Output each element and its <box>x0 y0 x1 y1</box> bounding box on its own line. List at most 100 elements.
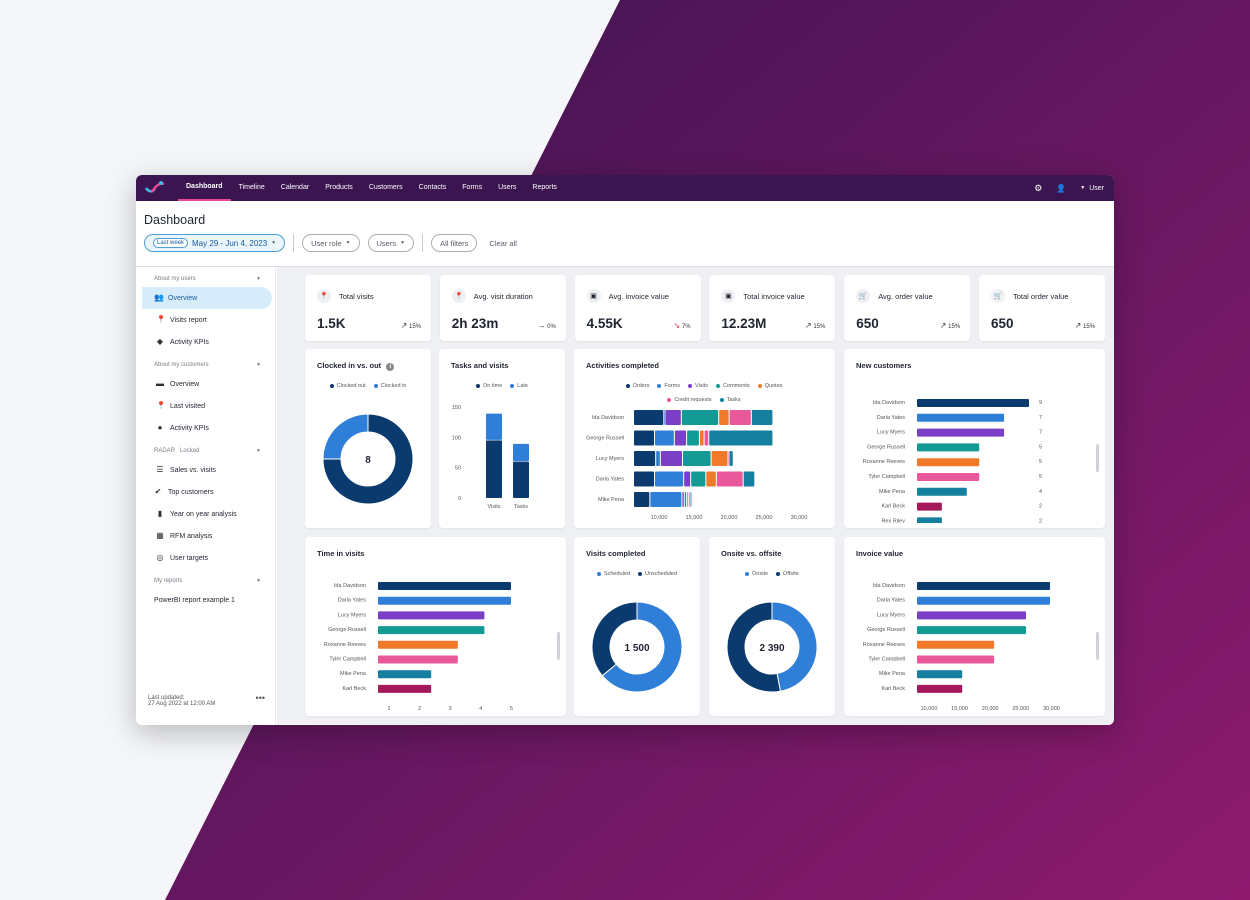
legend-item: Orders <box>625 383 649 389</box>
sidebar-item-label: Year on year analysis <box>170 510 237 518</box>
sidebar-item-year-on-year[interactable]: ▮ Year on year analysis <box>136 503 275 525</box>
visits-completed-card: Visits completed Scheduled Unscheduled 1… <box>574 537 700 716</box>
sidebar-item-powerbi-report[interactable]: PowerBI report example 1 <box>136 589 275 611</box>
nav-forms[interactable]: Forms <box>462 184 483 191</box>
bar <box>378 626 485 635</box>
y-tick-label: Darla Yates <box>877 598 905 604</box>
kpi-card[interactable]: 🛒 Total order value 650 ↗ 15% <box>979 275 1105 341</box>
users-filter[interactable]: Users ▼ <box>367 234 415 252</box>
y-tick-label: Mike Pena <box>879 671 906 677</box>
nav-users[interactable]: Users <box>498 184 517 191</box>
scrollbar[interactable] <box>1096 444 1099 472</box>
sidebar-item-user-targets[interactable]: ◎ User targets <box>136 547 275 569</box>
scrollbar[interactable] <box>557 632 560 660</box>
bar-segment <box>634 471 654 487</box>
sidebar-item-rfm-analysis[interactable]: ▦ RFM analysis <box>136 525 275 547</box>
chevron-down-icon: ▼ <box>256 362 261 368</box>
nav-products[interactable]: Products <box>325 184 353 191</box>
chevron-down-icon: ▼ <box>256 578 261 584</box>
visits-donut-chart: 1 500 <box>591 601 683 693</box>
kpi-title-text: Avg. order value <box>878 291 933 301</box>
y-tick-label: Mike Pena <box>879 489 906 495</box>
donut-slice <box>322 413 369 460</box>
invoice-value-card: Invoice value Ida Davidson Darla Yates Luc… <box>844 537 1105 716</box>
sidebar-item-last-visited[interactable]: 📍 Last visited <box>136 395 275 417</box>
sidebar-item-overview[interactable]: 👥 Overview <box>142 287 272 309</box>
user-menu[interactable]: ▼ User <box>1080 185 1104 192</box>
sidebar-item-sales-vs-visits[interactable]: ☰ Sales vs. visits <box>136 459 275 481</box>
scrollbar[interactable] <box>1096 632 1099 660</box>
nav-calendar[interactable]: Calendar <box>280 184 310 191</box>
y-tick-label: Darla Yates <box>877 415 905 421</box>
bar-segment <box>665 410 681 425</box>
bar-segment <box>691 471 706 487</box>
sidebar-item-customer-overview[interactable]: ▬ Overview <box>136 373 275 395</box>
section-label: My reports <box>154 578 183 584</box>
sidebar-item-customer-activity-kpis[interactable]: ● Activity KPIs <box>136 417 275 439</box>
kpi-card[interactable]: ▣ Total invoice value 12.23M ↗ 15% <box>709 275 836 341</box>
kpi-card[interactable]: ▣ Avg. invoice value 4.55K ↘ 7% <box>574 275 701 341</box>
legend-item: Clocked in <box>373 383 406 389</box>
donut-slice <box>591 601 638 677</box>
section-about-my-users[interactable]: About my users ▼ <box>136 271 275 287</box>
bar-segment <box>743 471 755 487</box>
kpi-delta-value: 15% <box>1082 324 1095 330</box>
nav-contacts[interactable]: Contacts <box>418 184 447 191</box>
sidebar-item-activity-kpis[interactable]: ◆ Activity KPIs <box>136 331 275 353</box>
sidebar-item-visits-report[interactable]: 📍 Visits report <box>136 309 275 331</box>
user-role-filter[interactable]: User role ▼ <box>302 234 360 252</box>
bar <box>378 640 458 649</box>
bar <box>486 413 502 440</box>
y-tick-label: Roxanne Reeves <box>863 642 905 648</box>
kpi-card[interactable]: 🛒 Avg. order value 650 ↗ 15% <box>844 275 971 341</box>
user-switch-icon[interactable]: 👤 <box>1056 183 1067 193</box>
chart-legend: Scheduled Unscheduled <box>578 571 696 577</box>
time-in-visits-bar-chart: Ida Davidson Darla Yates Lucy Myers George … <box>324 582 513 712</box>
onsite-card: Onsite vs. offsite Onsite Offsite 2 390 <box>709 537 835 716</box>
list-icon: ☰ <box>156 465 164 474</box>
nav-timeline[interactable]: Timeline <box>238 184 265 191</box>
more-icon[interactable]: ••• <box>255 693 265 703</box>
kpi-card[interactable]: 📍 Total visits 1.5K ↗ 15% <box>305 275 431 341</box>
x-tick-label: 30,000 <box>1043 706 1060 712</box>
sidebar-item-label: PowerBI report example 1 <box>154 596 235 604</box>
nav-reports[interactable]: Reports <box>532 184 557 191</box>
kpi-delta: ↗ 15% <box>1075 321 1095 330</box>
bar <box>917 502 942 511</box>
app-logo-icon[interactable] <box>144 180 166 196</box>
section-my-reports[interactable]: My reports ▼ <box>136 573 275 589</box>
section-radar[interactable]: RADAR Locked ▼ <box>136 443 275 459</box>
x-tick-label: 15,000 <box>951 706 968 712</box>
bar-segment <box>684 492 687 507</box>
gear-icon[interactable]: ⚙ <box>1034 182 1043 193</box>
sidebar-item-top-customers[interactable]: ✔ Top customers <box>136 481 275 503</box>
sidebar-item-label: RFM analysis <box>170 532 213 540</box>
x-tick-label: Tasks <box>514 504 528 510</box>
donut-slice <box>771 601 818 692</box>
bar-segment <box>711 451 728 466</box>
nav-dashboard[interactable]: Dashboard <box>178 175 231 201</box>
section-about-my-customers[interactable]: About my customers ▼ <box>136 357 275 373</box>
x-tick-label: Visits <box>487 504 500 510</box>
legend-item: Onsite <box>745 571 768 577</box>
bar <box>378 611 485 620</box>
sidebar-item-label: Overview <box>170 380 200 388</box>
kpi-delta-value: 15% <box>408 324 421 330</box>
clear-all-button[interactable]: Clear all <box>489 238 517 248</box>
date-range-filter[interactable]: Last week May 29 - Jun 4, 2023 ▼ <box>144 234 286 252</box>
y-tick-label: 50 <box>455 466 461 472</box>
trend-arrow-icon: ↗ <box>939 321 947 330</box>
nav-customers[interactable]: Customers <box>368 184 403 191</box>
pin-icon: 📍 <box>451 289 466 303</box>
bar-segment <box>687 492 688 507</box>
date-range-tag: Last week <box>153 238 189 248</box>
kpi-card[interactable]: 📍 Avg. visit duration 2h 23m → 0% <box>439 275 566 341</box>
y-tick-label: Lucy Myers <box>596 456 624 462</box>
cart-icon: 🛒 <box>856 289 871 303</box>
tasks-bar-chart: 150 100 50 0 Visits Tasks <box>452 405 529 510</box>
all-filters-button[interactable]: All filters <box>431 234 478 252</box>
kpi-title: 🛒 Total order value <box>991 289 1068 303</box>
bar <box>917 458 980 467</box>
bar-segment <box>656 451 660 466</box>
info-icon[interactable]: i <box>386 363 395 371</box>
